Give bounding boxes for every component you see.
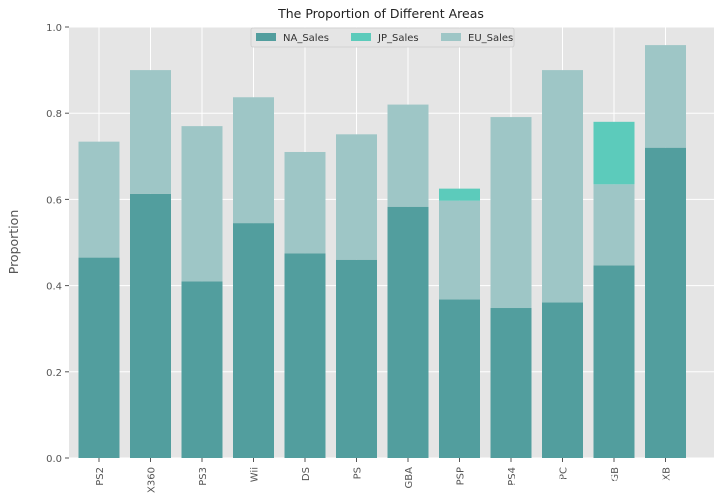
bar-na-sales-ps [336, 259, 377, 458]
bar-jp-sales-gb [593, 121, 635, 185]
bar-eu-sales-x360 [130, 70, 171, 194]
legend-label-jp-sales: JP_Sales [377, 33, 419, 44]
legend-swatch-jp-sales [351, 33, 371, 41]
bar-jp-sales-psp [439, 188, 480, 201]
bar-na-sales-pc [542, 302, 583, 458]
x-tick-label: Wii [250, 467, 261, 482]
x-tick-label: PS3 [198, 467, 209, 486]
y-tick-label: 1.0 [46, 23, 62, 34]
bar-na-sales-x360 [130, 193, 171, 458]
bar-eu-sales-xb [645, 45, 686, 148]
legend: NA_Sales JP_Sales EU_Sales [250, 27, 515, 48]
x-tick-label: X360 [147, 467, 158, 493]
bar-na-sales-psp [439, 299, 480, 458]
bars-layer [78, 45, 686, 458]
legend-label-eu-sales: EU_Sales [468, 33, 513, 44]
x-tick-label: XB [662, 467, 673, 481]
y-tick-label: 0.0 [46, 454, 62, 465]
bar-eu-sales-ps2 [78, 141, 120, 258]
x-tick-label: PSP [456, 467, 467, 485]
bar-na-sales-gba [387, 206, 429, 458]
legend-swatch-na-sales [256, 33, 276, 41]
x-tick-label: PS4 [507, 467, 518, 486]
bar-na-sales-ps3 [181, 281, 223, 458]
bar-na-sales-ds [284, 253, 326, 458]
bar-eu-sales-psp [439, 200, 480, 300]
y-tick-label: 0.4 [46, 282, 62, 293]
legend-label-na-sales: NA_Sales [283, 33, 329, 44]
y-axis-label: Proportion [6, 210, 21, 275]
bar-na-sales-ps4 [490, 308, 532, 458]
chart-title: The Proportion of Different Areas [277, 6, 484, 21]
bar-eu-sales-gb [593, 184, 635, 266]
bar-na-sales-wii [233, 223, 274, 458]
bar-na-sales-gb [593, 265, 635, 458]
y-tick-label: 0.8 [46, 109, 62, 120]
y-tick-label: 0.6 [46, 195, 62, 206]
y-tick-label: 0.2 [46, 368, 62, 379]
x-tick-label: PS [353, 467, 364, 479]
bar-na-sales-ps2 [78, 257, 120, 458]
bar-eu-sales-pc [542, 70, 583, 303]
bar-eu-sales-ps4 [490, 117, 532, 309]
x-tick-label: GB [610, 467, 621, 482]
x-tick-label: GBA [404, 467, 415, 489]
x-tick-label: DS [301, 467, 312, 481]
bar-eu-sales-ps [336, 134, 377, 260]
bar-eu-sales-wii [233, 97, 274, 224]
watermark: https://blog.csdn.net/shine4869 [511, 475, 719, 490]
x-tick-label: PC [559, 467, 570, 480]
legend-box [250, 27, 515, 48]
bar-eu-sales-gba [387, 104, 429, 207]
x-tick-label: PS2 [95, 467, 106, 486]
legend-swatch-eu-sales [441, 33, 461, 41]
bar-eu-sales-ds [284, 151, 326, 254]
bar-eu-sales-ps3 [181, 126, 223, 282]
axis-layer: 0.0 0.2 0.4 0.6 0.8 1.0 PS2 X360 PS3 Wii DS PS GBA PS… [46, 23, 672, 493]
bar-na-sales-xb [645, 147, 686, 458]
